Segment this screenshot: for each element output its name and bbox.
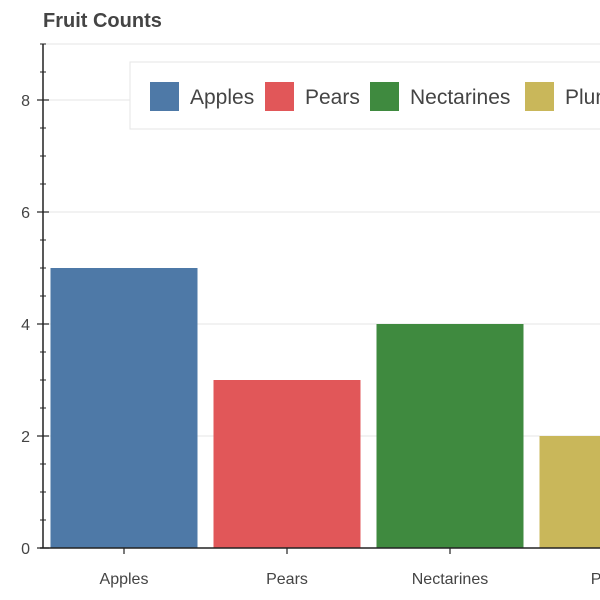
y-tick-label: 8	[21, 93, 30, 110]
legend-swatch	[265, 82, 294, 111]
chart-title: Fruit Counts	[43, 10, 162, 32]
legend-box	[129, 61, 600, 130]
x-tick-label: Plums	[591, 571, 600, 588]
y-tick-label: 2	[21, 429, 30, 446]
legend: Apples Pears Nectarines Plums	[129, 61, 600, 130]
bar-pears	[213, 380, 361, 548]
bar-apples	[50, 268, 198, 548]
legend-swatch	[370, 82, 399, 111]
legend-label: Apples	[190, 86, 254, 109]
bars	[50, 268, 600, 548]
x-tick-label: Pears	[266, 571, 308, 588]
y-tick-label: 4	[21, 317, 30, 334]
x-tick-label: Nectarines	[412, 571, 488, 588]
legend-swatch	[525, 82, 554, 111]
bar-plums	[539, 436, 600, 548]
y-tick-label: 6	[21, 205, 30, 222]
legend-label: Nectarines	[410, 86, 510, 109]
axes: 0 2 4 6 8 Apples Pears Nectarines Plums	[21, 43, 600, 588]
x-tick-label: Apples	[100, 571, 149, 588]
y-tick-label: 0	[21, 541, 30, 558]
legend-swatch	[150, 82, 179, 111]
legend-label: Pears	[305, 86, 360, 109]
bar-nectarines	[376, 324, 524, 548]
legend-label: Plums	[565, 86, 600, 109]
